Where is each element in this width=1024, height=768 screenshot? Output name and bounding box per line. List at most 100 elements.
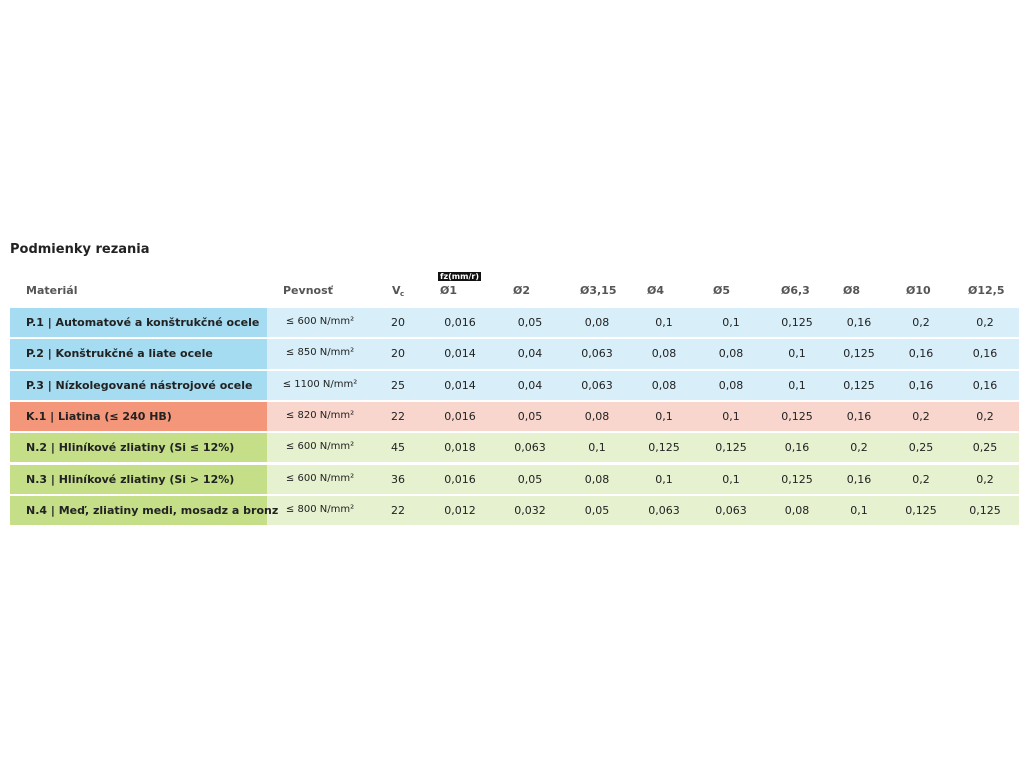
feed: 0,018 (444, 441, 476, 455)
strength: ≤ 850 N/mm² (285, 347, 355, 359)
feed: 0,125 (905, 503, 937, 517)
feed: 0,2 (912, 316, 930, 329)
strength: ≤ 820 N/mm² (285, 409, 355, 421)
feed: 0,05 (517, 472, 543, 486)
material: P.1 | Automatové a konštrukčné ocele (26, 316, 260, 329)
feed: 0,016 (444, 472, 476, 486)
feed: 0,032 (514, 503, 546, 517)
feed: 0,014 (444, 378, 476, 392)
feed: 0,2 (976, 409, 994, 423)
feed: 0,125 (648, 441, 680, 455)
feed: 0,16 (908, 347, 934, 361)
row-bg (267, 464, 1019, 494)
vc: 22 (391, 409, 405, 423)
row-bg (267, 495, 1019, 526)
feed: 0,1 (722, 316, 740, 329)
header-vc-sub: c (400, 290, 405, 298)
header-diameter: Ø2 (513, 284, 531, 297)
feed: 0,16 (972, 347, 998, 361)
strength: ≤ 600 N/mm² (285, 441, 355, 453)
vc: 36 (391, 472, 405, 486)
feed: 0,08 (584, 409, 610, 423)
feed: 0,08 (651, 378, 677, 392)
strength: ≤ 600 N/mm² (285, 316, 355, 327)
header-diameter: Ø1 (440, 284, 458, 297)
header-diameter: Ø8 (843, 284, 861, 297)
feed: 0,08 (718, 347, 744, 361)
feed: 0,16 (784, 441, 810, 455)
strength: ≤ 800 N/mm² (285, 503, 355, 515)
header-strength: Pevnosť (283, 284, 333, 297)
feed: 0,05 (517, 316, 543, 329)
feed: 0,063 (648, 503, 680, 517)
feed: 0,16 (972, 378, 998, 392)
feed: 0,08 (784, 503, 810, 517)
feed: 0,016 (444, 409, 476, 423)
feed: 0,1 (850, 503, 868, 517)
feed: 0,125 (781, 316, 813, 329)
feed: 0,063 (715, 503, 747, 517)
feed: 0,016 (444, 316, 476, 329)
feed: 0,2 (976, 316, 994, 329)
feed: 0,1 (655, 409, 673, 423)
row-bg (267, 401, 1019, 432)
header-diameter: Ø5 (713, 284, 731, 297)
row-material-bg (10, 495, 267, 526)
feed: 0,04 (517, 378, 543, 392)
feed: 0,2 (850, 441, 868, 455)
row-material-bg (10, 401, 267, 432)
feed: 0,25 (908, 441, 934, 455)
row-bg (267, 308, 1019, 338)
feed: 0,2 (912, 472, 930, 486)
header-diameter: Ø6,3 (781, 284, 810, 297)
feed: 0,08 (718, 378, 744, 392)
feed: 0,125 (843, 378, 875, 392)
feed: 0,1 (655, 472, 673, 486)
feed: 0,1 (655, 316, 673, 329)
feed: 0,012 (444, 503, 476, 517)
material: K.1 | Liatina (≤ 240 HB) (26, 409, 172, 423)
feed: 0,125 (781, 472, 813, 486)
feed: 0,1 (588, 441, 606, 455)
header-diameter: Ø12,5 (968, 284, 1005, 297)
feed: 0,014 (444, 347, 476, 361)
row-material-bg (10, 370, 267, 400)
vc: 20 (391, 347, 405, 361)
feed: 0,1 (788, 378, 806, 392)
feed: 0,05 (517, 409, 543, 423)
header-diameter: Ø4 (647, 284, 665, 297)
vc: 20 (391, 316, 405, 329)
feed: 0,063 (514, 441, 546, 455)
strength: ≤ 600 N/mm² (285, 472, 355, 484)
row-bg (267, 370, 1019, 400)
feed: 0,08 (584, 472, 610, 486)
feed: 0,1 (788, 347, 806, 361)
feed-label: fz(mm/r) (438, 272, 481, 281)
row-material-bg (10, 464, 267, 494)
feed: 0,125 (843, 347, 875, 361)
feed: 0,1 (722, 409, 740, 423)
feed: 0,063 (581, 378, 613, 392)
title: Podmienky rezania (10, 242, 150, 257)
row-material-bg (10, 308, 267, 338)
feed: 0,1 (722, 472, 740, 486)
material: P.3 | Nízkolegované nástrojové ocele (26, 378, 253, 392)
feed: 0,16 (846, 409, 872, 423)
feed: 0,08 (584, 316, 610, 329)
feed: 0,063 (581, 347, 613, 361)
row-bg (267, 339, 1019, 369)
header-material: Materiál (26, 284, 78, 297)
header-vc: V (392, 284, 401, 297)
row-bg (267, 433, 1019, 463)
feed: 0,125 (969, 503, 1001, 517)
header-diameter: Ø10 (906, 284, 931, 297)
material: N.4 | Meď, zliatiny medi, mosadz a bronz (26, 503, 279, 517)
vc: 22 (391, 503, 405, 517)
feed: 0,2 (976, 472, 994, 486)
material: N.2 | Hliníkové zliatiny (Si ≤ 12%) (26, 441, 235, 455)
vc: 25 (391, 378, 405, 392)
feed: 0,25 (972, 441, 998, 455)
feed: 0,125 (781, 409, 813, 423)
vc: 45 (391, 441, 405, 455)
